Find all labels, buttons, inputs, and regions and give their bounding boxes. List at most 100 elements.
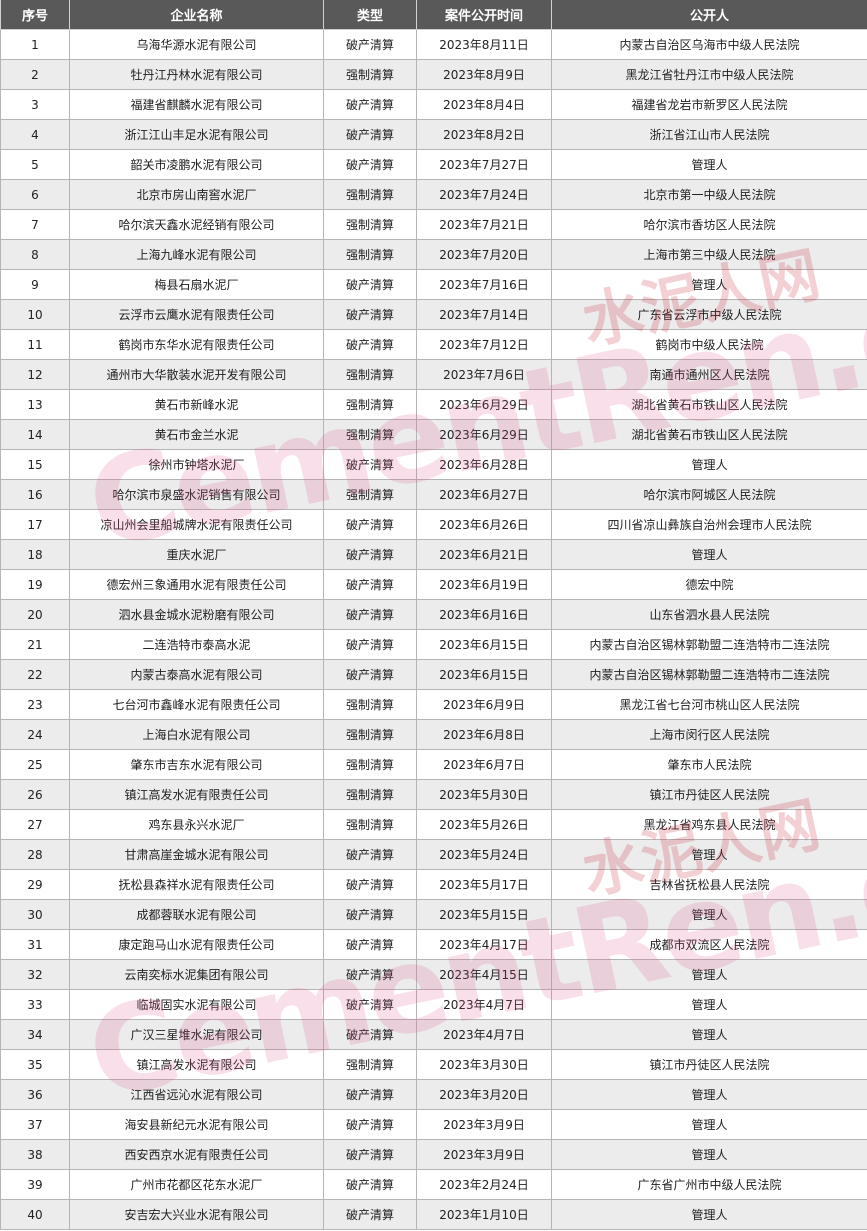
cell-publisher: 镇江市丹徒区人民法院 bbox=[551, 1049, 867, 1080]
cell-date: 2023年3月9日 bbox=[416, 1109, 552, 1140]
cell-type: 破产清算 bbox=[323, 149, 417, 180]
cell-index: 6 bbox=[0, 179, 70, 210]
cell-index: 18 bbox=[0, 539, 70, 570]
table-row: 14 黄石市金兰水泥 强制清算 2023年6月29日 湖北省黄石市铁山区人民法院 bbox=[0, 419, 867, 450]
cell-date: 2023年2月24日 bbox=[416, 1169, 552, 1200]
table-row: 18 重庆水泥厂 破产清算 2023年6月21日 管理人 bbox=[0, 539, 867, 570]
cell-index: 34 bbox=[0, 1019, 70, 1050]
cell-company: 上海九峰水泥有限公司 bbox=[69, 239, 324, 270]
table-row: 21 二连浩特市泰高水泥 破产清算 2023年6月15日 内蒙古自治区锡林郭勒盟二连浩特… bbox=[0, 629, 867, 660]
cell-type: 强制清算 bbox=[323, 239, 417, 270]
cell-index: 23 bbox=[0, 689, 70, 720]
cell-date: 2023年6月8日 bbox=[416, 719, 552, 750]
cell-company: 上海白水泥有限公司 bbox=[69, 719, 324, 750]
cell-publisher: 福建省龙岩市新罗区人民法院 bbox=[551, 89, 867, 120]
header-type: 类型 bbox=[323, 0, 417, 30]
cell-publisher: 管理人 bbox=[551, 1079, 867, 1110]
cell-type: 强制清算 bbox=[323, 359, 417, 390]
cell-type: 破产清算 bbox=[323, 629, 417, 660]
cell-company: 福建省麒麟水泥有限公司 bbox=[69, 89, 324, 120]
cell-date: 2023年6月21日 bbox=[416, 539, 552, 570]
cell-publisher: 湖北省黄石市铁山区人民法院 bbox=[551, 389, 867, 420]
cell-date: 2023年6月7日 bbox=[416, 749, 552, 780]
cell-index: 22 bbox=[0, 659, 70, 690]
cell-index: 29 bbox=[0, 869, 70, 900]
cell-index: 38 bbox=[0, 1139, 70, 1170]
cell-date: 2023年6月19日 bbox=[416, 569, 552, 600]
cell-type: 破产清算 bbox=[323, 599, 417, 630]
cell-index: 12 bbox=[0, 359, 70, 390]
header-row: 序号 企业名称 类型 案件公开时间 公开人 bbox=[0, 0, 867, 30]
cell-publisher: 哈尔滨市香坊区人民法院 bbox=[551, 209, 867, 240]
cell-publisher: 管理人 bbox=[551, 449, 867, 480]
cell-type: 破产清算 bbox=[323, 1139, 417, 1170]
cell-type: 破产清算 bbox=[323, 869, 417, 900]
cell-type: 强制清算 bbox=[323, 389, 417, 420]
cell-type: 强制清算 bbox=[323, 209, 417, 240]
cell-publisher: 成都市双流区人民法院 bbox=[551, 929, 867, 960]
table-row: 3 福建省麒麟水泥有限公司 破产清算 2023年8月4日 福建省龙岩市新罗区人民法院 bbox=[0, 89, 867, 120]
table-row: 39 广州市花都区花东水泥厂 破产清算 2023年2月24日 广东省广州市中级人民法院 bbox=[0, 1169, 867, 1200]
table-row: 37 海安县新纪元水泥有限公司 破产清算 2023年3月9日 管理人 bbox=[0, 1109, 867, 1140]
cell-publisher: 管理人 bbox=[551, 269, 867, 300]
table-row: 31 康定跑马山水泥有限责任公司 破产清算 2023年4月17日 成都市双流区人民法院 bbox=[0, 929, 867, 960]
cell-date: 2023年8月2日 bbox=[416, 119, 552, 150]
cell-index: 14 bbox=[0, 419, 70, 450]
cell-index: 11 bbox=[0, 329, 70, 360]
cell-date: 2023年7月14日 bbox=[416, 299, 552, 330]
cell-company: 牡丹江丹林水泥有限公司 bbox=[69, 59, 324, 90]
cell-company: 肇东市吉东水泥有限公司 bbox=[69, 749, 324, 780]
cell-company: 成都蓉联水泥有限公司 bbox=[69, 899, 324, 930]
table-row: 28 甘肃高崖金城水泥有限公司 破产清算 2023年5月24日 管理人 bbox=[0, 839, 867, 870]
cell-publisher: 管理人 bbox=[551, 989, 867, 1020]
cell-company: 鹤岗市东华水泥有限责任公司 bbox=[69, 329, 324, 360]
cell-type: 破产清算 bbox=[323, 89, 417, 120]
cell-publisher: 内蒙古自治区锡林郭勒盟二连浩特市二连法院 bbox=[551, 629, 867, 660]
table-row: 20 泗水县金城水泥粉磨有限公司 破产清算 2023年6月16日 山东省泗水县人民法院 bbox=[0, 599, 867, 630]
cell-company: 云南奕标水泥集团有限公司 bbox=[69, 959, 324, 990]
cell-date: 2023年7月16日 bbox=[416, 269, 552, 300]
cell-index: 8 bbox=[0, 239, 70, 270]
cell-index: 10 bbox=[0, 299, 70, 330]
cell-publisher: 广东省广州市中级人民法院 bbox=[551, 1169, 867, 1200]
cell-company: 黄石市金兰水泥 bbox=[69, 419, 324, 450]
cell-type: 破产清算 bbox=[323, 509, 417, 540]
cell-publisher: 管理人 bbox=[551, 1019, 867, 1050]
cell-index: 26 bbox=[0, 779, 70, 810]
cell-publisher: 南通市通州区人民法院 bbox=[551, 359, 867, 390]
cell-index: 5 bbox=[0, 149, 70, 180]
cell-index: 3 bbox=[0, 89, 70, 120]
cell-type: 强制清算 bbox=[323, 1049, 417, 1080]
header-publisher: 公开人 bbox=[551, 0, 867, 30]
cell-index: 37 bbox=[0, 1109, 70, 1140]
cell-publisher: 吉林省抚松县人民法院 bbox=[551, 869, 867, 900]
cell-index: 30 bbox=[0, 899, 70, 930]
cell-publisher: 四川省凉山彝族自治州会理市人民法院 bbox=[551, 509, 867, 540]
cell-index: 35 bbox=[0, 1049, 70, 1080]
cell-type: 破产清算 bbox=[323, 329, 417, 360]
cell-index: 40 bbox=[0, 1199, 70, 1230]
cell-company: 北京市房山南窖水泥厂 bbox=[69, 179, 324, 210]
cell-date: 2023年4月7日 bbox=[416, 1019, 552, 1050]
cell-company: 哈尔滨天鑫水泥经销有限公司 bbox=[69, 209, 324, 240]
cell-type: 强制清算 bbox=[323, 179, 417, 210]
cell-index: 36 bbox=[0, 1079, 70, 1110]
table-row: 12 通州市大华散装水泥开发有限公司 强制清算 2023年7月6日 南通市通州区人民法院 bbox=[0, 359, 867, 390]
table-row: 30 成都蓉联水泥有限公司 破产清算 2023年5月15日 管理人 bbox=[0, 899, 867, 930]
cell-company: 临城固实水泥有限公司 bbox=[69, 989, 324, 1020]
cell-publisher: 山东省泗水县人民法院 bbox=[551, 599, 867, 630]
cell-date: 2023年7月24日 bbox=[416, 179, 552, 210]
table-row: 34 广汉三星堆水泥有限公司 破产清算 2023年4月7日 管理人 bbox=[0, 1019, 867, 1050]
table-row: 9 梅县石扇水泥厂 破产清算 2023年7月16日 管理人 bbox=[0, 269, 867, 300]
table-row: 10 云浮市云鹰水泥有限责任公司 破产清算 2023年7月14日 广东省云浮市中级人民法… bbox=[0, 299, 867, 330]
cell-publisher: 上海市第三中级人民法院 bbox=[551, 239, 867, 270]
cell-publisher: 内蒙古自治区锡林郭勒盟二连浩特市二连法院 bbox=[551, 659, 867, 690]
cell-type: 强制清算 bbox=[323, 59, 417, 90]
cell-type: 强制清算 bbox=[323, 689, 417, 720]
cell-date: 2023年3月20日 bbox=[416, 1079, 552, 1110]
cell-type: 破产清算 bbox=[323, 119, 417, 150]
cell-index: 4 bbox=[0, 119, 70, 150]
cell-publisher: 黑龙江省七台河市桃山区人民法院 bbox=[551, 689, 867, 720]
cell-date: 2023年4月15日 bbox=[416, 959, 552, 990]
cell-type: 破产清算 bbox=[323, 269, 417, 300]
